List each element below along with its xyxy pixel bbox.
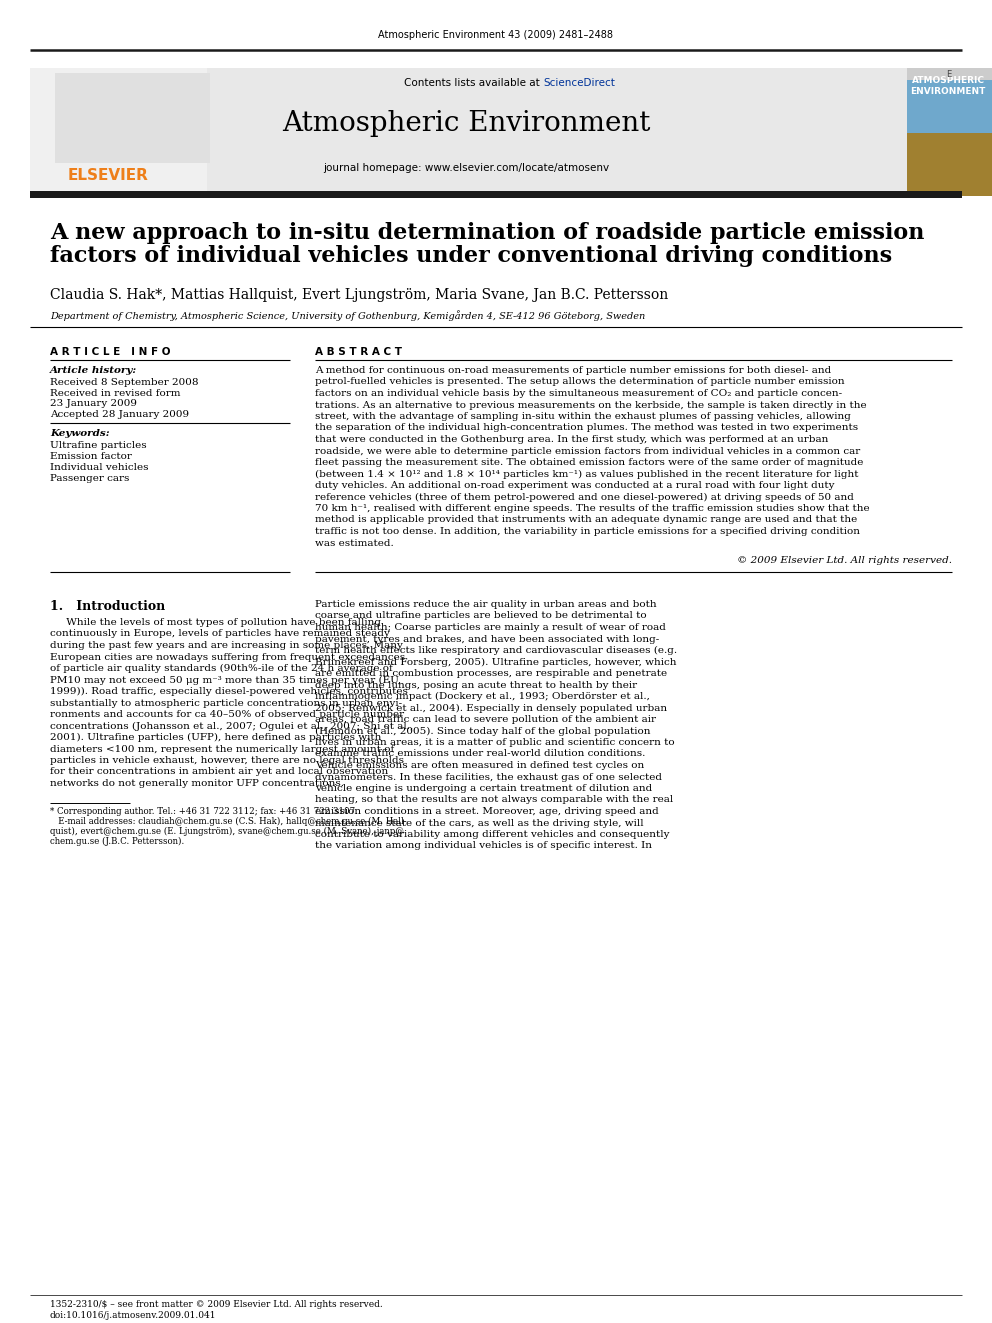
Text: human health; Coarse particles are mainly a result of wear of road: human health; Coarse particles are mainl…: [315, 623, 666, 632]
Text: ronments and accounts for ca 40–50% of observed particle number: ronments and accounts for ca 40–50% of o…: [50, 710, 404, 718]
Text: Ultrafine particles: Ultrafine particles: [50, 441, 147, 450]
Text: particles in vehicle exhaust, however, there are no legal thresholds: particles in vehicle exhaust, however, t…: [50, 755, 404, 765]
Text: for their concentrations in ambient air yet and local observation: for their concentrations in ambient air …: [50, 767, 388, 777]
Text: E-mail addresses: claudiah@chem.gu.se (C.S. Hak), hallq@chem.gu.se (M. Hall-: E-mail addresses: claudiah@chem.gu.se (C…: [50, 816, 407, 826]
Bar: [30, 67, 207, 196]
Text: Contents lists available at: Contents lists available at: [404, 78, 543, 89]
Text: concentrations (Johansson et al., 2007; Ogulei et al., 2007; Shi et al.,: concentrations (Johansson et al., 2007; …: [50, 721, 414, 730]
Text: Keywords:: Keywords:: [50, 429, 110, 438]
Text: petrol-fuelled vehicles is presented. The setup allows the determination of part: petrol-fuelled vehicles is presented. Th…: [315, 377, 844, 386]
Text: A B S T R A C T: A B S T R A C T: [315, 347, 402, 357]
Text: networks do not generally monitor UFP concentrations.: networks do not generally monitor UFP co…: [50, 779, 344, 789]
Text: Received in revised form: Received in revised form: [50, 389, 181, 398]
Text: reference vehicles (three of them petrol-powered and one diesel-powered) at driv: reference vehicles (three of them petrol…: [315, 492, 854, 501]
Bar: [907, 134, 992, 196]
Text: vehicle engine is undergoing a certain treatment of dilution and: vehicle engine is undergoing a certain t…: [315, 785, 653, 792]
Text: inflammogenic impact (Dockery et al., 1993; Oberdörster et al.,: inflammogenic impact (Dockery et al., 19…: [315, 692, 650, 701]
Bar: [30, 191, 962, 198]
Text: Received 8 September 2008: Received 8 September 2008: [50, 378, 198, 388]
Text: of particle air quality standards (90th%-ile of the 24 h average of: of particle air quality standards (90th%…: [50, 664, 393, 673]
Text: 2001). Ultrafine particles (UFP), here defined as particles with: 2001). Ultrafine particles (UFP), here d…: [50, 733, 381, 742]
Text: term health effects like respiratory and cardiovascular diseases (e.g.: term health effects like respiratory and…: [315, 646, 678, 655]
Text: was estimated.: was estimated.: [315, 538, 394, 548]
Text: lives in urban areas, it is a matter of public and scientific concern to: lives in urban areas, it is a matter of …: [315, 738, 675, 747]
Text: 23 January 2009: 23 January 2009: [50, 400, 137, 407]
Text: Brunekreef and Forsberg, 2005). Ultrafine particles, however, which: Brunekreef and Forsberg, 2005). Ultrafin…: [315, 658, 677, 667]
Text: substantially to atmospheric particle concentrations in urban envi-: substantially to atmospheric particle co…: [50, 699, 402, 708]
Text: Accepted 28 January 2009: Accepted 28 January 2009: [50, 410, 189, 419]
Text: 2005; Renwick et al., 2004). Especially in densely populated urban: 2005; Renwick et al., 2004). Especially …: [315, 704, 668, 713]
Text: * Corresponding author. Tel.: +46 31 722 3112; fax: +46 31 722 3107.: * Corresponding author. Tel.: +46 31 722…: [50, 807, 358, 815]
Text: Emission factor: Emission factor: [50, 452, 132, 460]
Text: © 2009 Elsevier Ltd. All rights reserved.: © 2009 Elsevier Ltd. All rights reserved…: [737, 556, 952, 565]
Text: trations. As an alternative to previous measurements on the kerbside, the sample: trations. As an alternative to previous …: [315, 401, 867, 410]
Text: ELSEVIER: ELSEVIER: [67, 168, 149, 183]
Text: A new approach to in-situ determination of roadside particle emission: A new approach to in-situ determination …: [50, 222, 925, 243]
Text: traffic is not too dense. In addition, the variability in particle emissions for: traffic is not too dense. In addition, t…: [315, 527, 860, 536]
Text: maintenance state of the cars, as well as the driving style, will: maintenance state of the cars, as well a…: [315, 819, 644, 827]
Text: emission conditions in a street. Moreover, age, driving speed and: emission conditions in a street. Moreove…: [315, 807, 659, 816]
Text: chem.gu.se (J.B.C. Pettersson).: chem.gu.se (J.B.C. Pettersson).: [50, 836, 185, 845]
Text: A R T I C L E   I N F O: A R T I C L E I N F O: [50, 347, 171, 357]
Text: doi:10.1016/j.atmosenv.2009.01.041: doi:10.1016/j.atmosenv.2009.01.041: [50, 1311, 216, 1320]
Text: duty vehicles. An additional on-road experiment was conducted at a rural road wi: duty vehicles. An additional on-road exp…: [315, 482, 834, 490]
Bar: [907, 67, 992, 79]
Text: Department of Chemistry, Atmospheric Science, University of Gothenburg, Kemigård: Department of Chemistry, Atmospheric Sci…: [50, 310, 645, 320]
Text: factors on an individual vehicle basis by the simultaneous measurement of CO₂ an: factors on an individual vehicle basis b…: [315, 389, 842, 398]
Text: 1999)). Road traffic, especially diesel-powered vehicles, contributes: 1999)). Road traffic, especially diesel-…: [50, 687, 408, 696]
Text: during the past few years and are increasing in some places. Many: during the past few years and are increa…: [50, 642, 403, 650]
Text: street, with the advantage of sampling in-situ within the exhaust plumes of pass: street, with the advantage of sampling i…: [315, 411, 851, 421]
Text: Individual vehicles: Individual vehicles: [50, 463, 149, 472]
Text: that were conducted in the Gothenburg area. In the first study, which was perfor: that were conducted in the Gothenburg ar…: [315, 435, 828, 445]
Text: PM10 may not exceed 50 μg m⁻³ more than 35 times per year (EU,: PM10 may not exceed 50 μg m⁻³ more than …: [50, 676, 401, 684]
Text: Passenger cars: Passenger cars: [50, 474, 129, 483]
Text: pavement, tyres and brakes, and have been associated with long-: pavement, tyres and brakes, and have bee…: [315, 635, 660, 643]
Text: contribute to variability among different vehicles and consequently: contribute to variability among differen…: [315, 830, 670, 839]
Text: examine traffic emissions under real-world dilution conditions.: examine traffic emissions under real-wor…: [315, 750, 646, 758]
Text: the variation among individual vehicles is of specific interest. In: the variation among individual vehicles …: [315, 841, 652, 851]
Text: A method for continuous on-road measurements of particle number emissions for bo: A method for continuous on-road measurem…: [315, 366, 831, 374]
Text: roadside, we were able to determine particle emission factors from individual ve: roadside, we were able to determine part…: [315, 446, 860, 455]
Text: areas, road traffic can lead to severe pollution of the ambient air: areas, road traffic can lead to severe p…: [315, 714, 656, 724]
Text: (between 1.4 × 10¹² and 1.8 × 10¹⁴ particles km⁻¹) as values published in the re: (between 1.4 × 10¹² and 1.8 × 10¹⁴ parti…: [315, 470, 858, 479]
Text: While the levels of most types of pollution have been falling: While the levels of most types of pollut…: [50, 618, 381, 627]
Text: ATMOSPHERIC: ATMOSPHERIC: [912, 75, 984, 85]
Text: dynamometers. In these facilities, the exhaust gas of one selected: dynamometers. In these facilities, the e…: [315, 773, 662, 782]
Text: 1.   Introduction: 1. Introduction: [50, 601, 166, 613]
Text: Claudia S. Hak*, Mattias Hallquist, Evert Ljungström, Maria Svane, Jan B.C. Pett: Claudia S. Hak*, Mattias Hallquist, Ever…: [50, 288, 669, 302]
Text: ScienceDirect: ScienceDirect: [543, 78, 615, 89]
Text: ENVIRONMENT: ENVIRONMENT: [911, 87, 986, 97]
Text: fleet passing the measurement site. The obtained emission factors were of the sa: fleet passing the measurement site. The …: [315, 458, 863, 467]
Text: European cities are nowadays suffering from frequent exceedances: European cities are nowadays suffering f…: [50, 652, 405, 662]
Text: 1352-2310/$ – see front matter © 2009 Elsevier Ltd. All rights reserved.: 1352-2310/$ – see front matter © 2009 El…: [50, 1301, 383, 1308]
Text: E: E: [946, 70, 951, 79]
Text: are emitted in combustion processes, are respirable and penetrate: are emitted in combustion processes, are…: [315, 669, 668, 677]
Bar: [907, 67, 992, 134]
Text: Atmospheric Environment: Atmospheric Environment: [282, 110, 650, 138]
Text: diameters <100 nm, represent the numerically largest amount of: diameters <100 nm, represent the numeric…: [50, 745, 394, 754]
Bar: [207, 67, 907, 196]
Text: method is applicable provided that instruments with an adequate dynamic range ar: method is applicable provided that instr…: [315, 516, 857, 524]
Text: deep into the lungs, posing an acute threat to health by their: deep into the lungs, posing an acute thr…: [315, 680, 637, 689]
Text: Atmospheric Environment 43 (2009) 2481–2488: Atmospheric Environment 43 (2009) 2481–2…: [379, 30, 613, 40]
Text: the separation of the individual high-concentration plumes. The method was teste: the separation of the individual high-co…: [315, 423, 858, 433]
Text: coarse and ultrafine particles are believed to be detrimental to: coarse and ultrafine particles are belie…: [315, 611, 647, 620]
Text: (Hemdon et al., 2005). Since today half of the global population: (Hemdon et al., 2005). Since today half …: [315, 726, 651, 736]
Text: continuously in Europe, levels of particles have remained steady: continuously in Europe, levels of partic…: [50, 630, 390, 639]
Text: factors of individual vehicles under conventional driving conditions: factors of individual vehicles under con…: [50, 245, 892, 267]
Bar: [55, 73, 210, 163]
Text: journal homepage: www.elsevier.com/locate/atmosenv: journal homepage: www.elsevier.com/locat…: [323, 163, 609, 173]
Text: Article history:: Article history:: [50, 366, 137, 374]
Text: 70 km h⁻¹, realised with different engine speeds. The results of the traffic emi: 70 km h⁻¹, realised with different engin…: [315, 504, 870, 513]
Text: quist), evert@chem.gu.se (E. Ljungström), svane@chem.gu.se (M. Svane), janp@: quist), evert@chem.gu.se (E. Ljungström)…: [50, 827, 404, 836]
Text: Vehicle emissions are often measured in defined test cycles on: Vehicle emissions are often measured in …: [315, 761, 644, 770]
Text: heating, so that the results are not always comparable with the real: heating, so that the results are not alw…: [315, 795, 674, 804]
Text: Particle emissions reduce the air quality in urban areas and both: Particle emissions reduce the air qualit…: [315, 601, 657, 609]
